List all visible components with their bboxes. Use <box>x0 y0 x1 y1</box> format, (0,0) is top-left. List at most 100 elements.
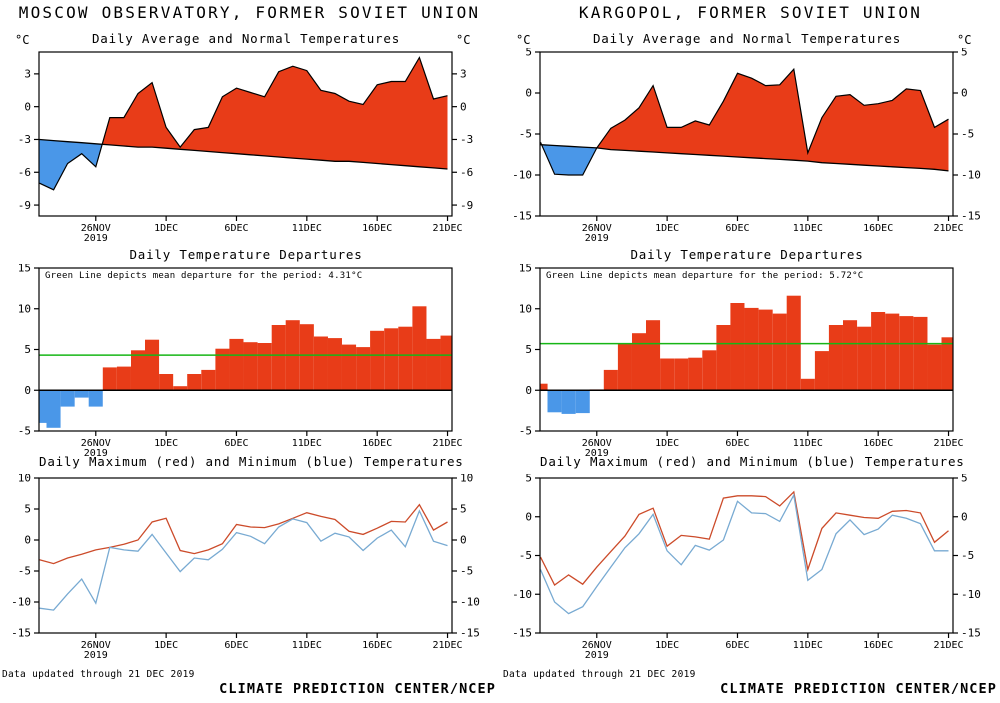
svg-text:6DEC: 6DEC <box>725 438 749 449</box>
svg-text:0: 0 <box>961 510 968 523</box>
area-plot-area <box>540 67 949 176</box>
svg-text:-6: -6 <box>460 166 473 179</box>
svg-text:-10: -10 <box>961 169 981 182</box>
departures-chart-title: Daily Temperature Departures <box>129 247 363 262</box>
svg-text:-15: -15 <box>961 210 981 223</box>
positive-departure-bar <box>617 343 632 391</box>
svg-text:1DEC: 1DEC <box>655 223 679 234</box>
positive-departure-bar <box>215 348 230 391</box>
positive-departure-bar <box>744 307 759 391</box>
plot-border <box>539 477 954 634</box>
agency-credit: CLIMATE PREDICTION CENTER/NCEP <box>720 681 997 697</box>
positive-departure-bar <box>885 313 900 391</box>
maximum-temperature-line <box>39 503 448 565</box>
daily-average-line <box>540 67 949 176</box>
svg-text:26NOV: 26NOV <box>582 640 612 651</box>
positive-departure-bar <box>412 306 427 391</box>
positive-departure-bar <box>540 383 548 391</box>
svg-text:-15: -15 <box>460 627 480 640</box>
svg-text:-5: -5 <box>519 425 532 438</box>
svg-text:6DEC: 6DEC <box>224 640 248 651</box>
positive-departure-bar <box>243 342 258 391</box>
unit-label-left: °C <box>516 33 531 47</box>
positive-departure-bar <box>299 324 314 391</box>
svg-text:6DEC: 6DEC <box>725 223 749 234</box>
svg-text:26NOV: 26NOV <box>81 438 111 449</box>
svg-text:1DEC: 1DEC <box>154 640 178 651</box>
negative-departure-bar <box>39 390 47 423</box>
positive-departure-bar <box>899 316 914 391</box>
positive-departure-bar <box>356 347 371 391</box>
max-min-chart-title: Daily Maximum (red) and Minimum (blue) T… <box>39 454 464 469</box>
svg-text:21DEC: 21DEC <box>432 223 462 234</box>
svg-text:5: 5 <box>24 503 31 516</box>
positive-departure-bar <box>370 330 385 391</box>
svg-text:-10: -10 <box>11 596 31 609</box>
normal-temperature-line <box>39 138 448 170</box>
plot-border <box>38 51 453 217</box>
svg-text:-6: -6 <box>18 166 31 179</box>
unit-label-right: °C <box>957 33 972 47</box>
svg-text:6DEC: 6DEC <box>224 438 248 449</box>
positive-departure-bar <box>145 339 160 391</box>
station-title: KARGOPOL, FORMER SOVIET UNION <box>578 3 923 22</box>
svg-text:16DEC: 16DEC <box>863 223 893 234</box>
positive-departure-bar <box>229 338 244 391</box>
svg-text:26NOV: 26NOV <box>81 640 111 651</box>
unit-label-left: °C <box>15 33 30 47</box>
bar-plot-area <box>540 295 953 414</box>
line-plot-area <box>540 490 949 615</box>
svg-text:21DEC: 21DEC <box>933 640 963 651</box>
svg-text:5: 5 <box>525 48 532 59</box>
svg-text:5: 5 <box>525 474 532 485</box>
positive-departure-bar <box>913 316 928 391</box>
svg-text:-5: -5 <box>18 425 31 438</box>
positive-departure-bar <box>660 358 675 391</box>
daily-average-line <box>39 56 448 191</box>
above-normal-fill <box>596 69 949 171</box>
negative-departure-bar <box>547 390 562 413</box>
positive-departure-bar <box>702 350 717 391</box>
plot-border <box>38 477 453 634</box>
positive-departure-bar <box>674 358 689 391</box>
unit-label-right: °C <box>456 33 471 47</box>
negative-departure-bar <box>46 390 61 428</box>
mean-departure-note: Green Line depicts mean departure for th… <box>546 271 864 281</box>
svg-text:0: 0 <box>525 87 532 100</box>
year-label: 2019 <box>84 448 108 459</box>
svg-text:-3: -3 <box>18 133 31 146</box>
negative-departure-bar <box>88 390 103 407</box>
svg-text:0: 0 <box>24 534 31 547</box>
svg-text:21DEC: 21DEC <box>432 438 462 449</box>
area-plot-area <box>39 56 448 191</box>
year-label: 2019 <box>84 650 108 661</box>
positive-departure-bar <box>173 386 188 391</box>
negative-departure-bar <box>561 390 576 414</box>
positive-departure-bar <box>327 338 342 391</box>
minimum-temperature-line <box>39 509 448 611</box>
departures-chart-title: Daily Temperature Departures <box>630 247 864 262</box>
svg-text:0: 0 <box>525 384 532 397</box>
svg-text:-15: -15 <box>512 210 532 223</box>
svg-text:11DEC: 11DEC <box>793 223 823 234</box>
svg-text:11DEC: 11DEC <box>292 223 322 234</box>
svg-text:26NOV: 26NOV <box>582 223 612 234</box>
svg-text:10: 10 <box>460 474 473 485</box>
svg-text:16DEC: 16DEC <box>863 438 893 449</box>
svg-text:21DEC: 21DEC <box>432 640 462 651</box>
svg-text:5: 5 <box>961 48 968 59</box>
svg-text:10: 10 <box>519 302 532 315</box>
y-axis-labels: 15 10 5 0 -5 <box>18 264 39 438</box>
negative-departure-bar <box>74 390 89 398</box>
svg-text:0: 0 <box>525 510 532 523</box>
station-title: MOSCOW OBSERVATORY, FORMER SOVIET UNION <box>18 3 481 22</box>
agency-credit: CLIMATE PREDICTION CENTER/NCEP <box>219 681 496 697</box>
svg-text:15: 15 <box>519 264 532 275</box>
svg-text:0: 0 <box>460 100 467 113</box>
